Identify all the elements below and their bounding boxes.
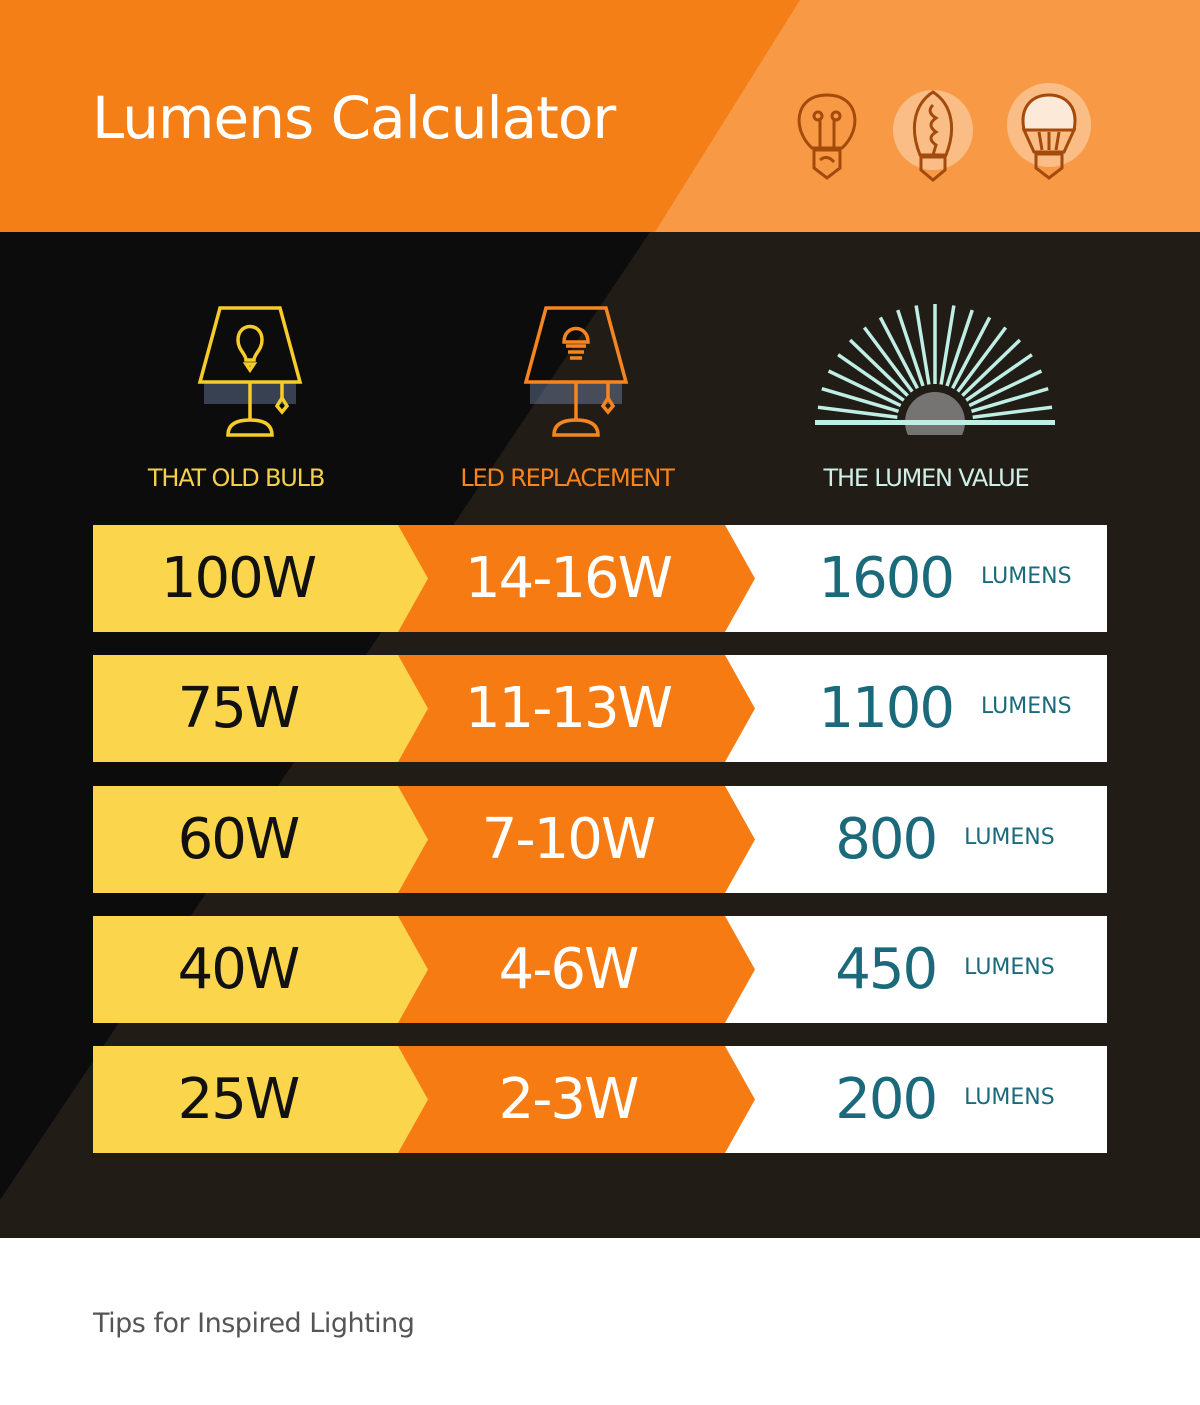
- sun-ray: [878, 316, 919, 390]
- row-background: [93, 916, 1107, 1023]
- led-wattage: 4-6W: [498, 937, 640, 1002]
- row-background: [93, 1046, 1107, 1153]
- sun-ray: [951, 316, 992, 390]
- lumen-value: 200 LUMENS: [783, 1046, 1107, 1153]
- sun-ray: [914, 305, 931, 385]
- table-row: 25W 2-3W 200 LUMENS: [93, 1046, 1107, 1153]
- sun-ray: [961, 338, 1022, 397]
- table-lamp-icon: [197, 306, 303, 437]
- incandescent-bulb-icon: [797, 93, 857, 180]
- lumen-value: 450 LUMENS: [783, 916, 1107, 1023]
- sun-ray: [972, 405, 1053, 419]
- lumen-value: 1600 LUMENS: [783, 525, 1107, 632]
- lumen-unit: LUMENS: [964, 955, 1055, 980]
- sun-ray: [896, 309, 925, 387]
- led-wattage: 7-10W: [481, 807, 656, 872]
- sun-ray: [848, 338, 909, 397]
- table-row: 40W 4-6W 450 LUMENS: [93, 916, 1107, 1023]
- sun-ray: [939, 305, 956, 385]
- row-background: [93, 786, 1107, 893]
- sun-ray: [945, 309, 974, 387]
- old-bulb-wattage: 25W: [177, 1067, 301, 1132]
- table-row: 60W 7-10W 800 LUMENS: [93, 786, 1107, 893]
- led-table-lamp-icon: [523, 306, 629, 437]
- led-wattage: 14-16W: [464, 546, 673, 611]
- footer-text: Tips for Inspired Lighting: [93, 1308, 415, 1339]
- sun-ray: [956, 326, 1008, 393]
- column-label-led-replacement: LED REPLACEMENT: [460, 464, 674, 492]
- led-bulb-icon: [1007, 83, 1091, 180]
- sun-ray: [821, 387, 900, 413]
- old-bulb-wattage: 100W: [160, 546, 317, 611]
- page-title: Lumens Calculator: [92, 84, 616, 152]
- table-row: 75W 11-13W 1100 LUMENS: [93, 655, 1107, 762]
- sun-ray: [817, 405, 898, 419]
- row-background: [93, 655, 1107, 762]
- sun-ray: [965, 353, 1033, 402]
- lumen-unit: LUMENS: [980, 694, 1072, 719]
- edison-filament-bulb-icon: [893, 90, 973, 182]
- lumen-value: 800 LUMENS: [783, 786, 1107, 893]
- column-label-lumen-value: THE LUMEN VALUE: [823, 464, 1030, 492]
- lumen-unit: LUMENS: [980, 564, 1072, 589]
- lumen-number: 800: [835, 807, 938, 872]
- sun-ray: [862, 326, 914, 393]
- old-bulb-wattage: 40W: [177, 937, 301, 1002]
- old-bulb-wattage: 75W: [177, 676, 301, 741]
- led-wattage: 11-13W: [464, 676, 673, 741]
- lumen-value: 1100 LUMENS: [783, 655, 1107, 762]
- row-background: [93, 525, 1107, 632]
- old-bulb-wattage: 60W: [177, 807, 301, 872]
- sunburst-icon: [815, 304, 1055, 435]
- sun-ray: [968, 369, 1043, 408]
- lumen-unit: LUMENS: [964, 825, 1055, 850]
- led-wattage: 2-3W: [498, 1067, 640, 1132]
- sun-ray: [970, 387, 1049, 413]
- lumen-number: 1600: [818, 546, 955, 611]
- sun-ray: [837, 353, 905, 402]
- lumen-number: 1100: [818, 676, 955, 741]
- sun-ray: [827, 369, 902, 408]
- column-label-old-bulb: THAT OLD BULB: [147, 464, 325, 492]
- lumen-unit: LUMENS: [964, 1085, 1055, 1110]
- table-row: 100W 14-16W 1600 LUMENS: [93, 525, 1107, 632]
- lumen-number: 450: [835, 937, 938, 1002]
- lumen-number: 200: [835, 1067, 938, 1132]
